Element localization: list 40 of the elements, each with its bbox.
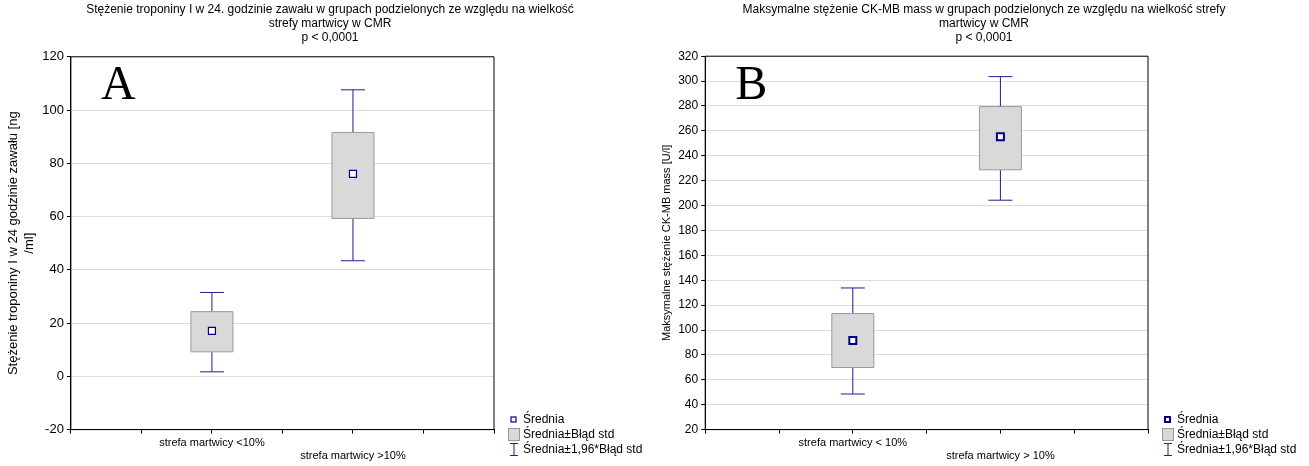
y-tick-label: 40 (684, 397, 699, 412)
text: Średnia±1,96*Błąd std (523, 442, 643, 457)
text: Średnia±Błąd std (1177, 427, 1269, 442)
y-axis-title: Stężenie troponiny I w 24 godzinie zawału [ng /ml] (5, 111, 36, 376)
y-tick-label: 180 (678, 222, 699, 237)
annotation: A (100, 56, 136, 110)
y-tick-label: 80 (684, 347, 699, 362)
text: Średnia (523, 412, 565, 426)
y-tick-label: 260 (678, 123, 699, 138)
text: Średnia±1,96*Błąd std (1177, 442, 1297, 457)
y-tick-label: 20 (684, 421, 699, 436)
chart-subtitle: p < 0,0001 (955, 30, 1013, 44)
y-tick-label: -20 (45, 421, 64, 437)
y-tick-label: 140 (678, 272, 699, 287)
y-tick-label: 220 (678, 172, 699, 187)
x-tick-label: strefa martwicy < 10% (798, 436, 908, 449)
y-axis-title: Maksymalne stężenie CK-MB mass [U/l] (659, 144, 672, 342)
y-tick-label: 60 (684, 372, 699, 387)
y-tick-label: 160 (678, 247, 699, 262)
x-tick-label: strefa martwicy > 10% (946, 449, 1055, 462)
y-tick-label: 20 (49, 314, 64, 330)
y-tick-label: 60 (49, 208, 64, 224)
y-tick-label: 120 (42, 48, 64, 64)
x-tick-label: strefa martwicy >10% (300, 449, 406, 462)
y-tick-label: 0 (56, 367, 64, 383)
text: Średnia±Błąd std (523, 427, 615, 442)
y-tick-label: 320 (678, 48, 699, 63)
y-tick-label: 100 (678, 322, 699, 337)
text: Średnia (1177, 412, 1219, 426)
y-tick-label: 240 (678, 148, 699, 163)
y-tick-label: 280 (678, 98, 699, 113)
chart-subtitle: p < 0,0001 (301, 30, 359, 44)
y-tick-label: 200 (678, 197, 699, 212)
y-tick-label: 100 (42, 101, 64, 117)
y-tick-label: 40 (49, 261, 64, 277)
y-tick-label: 120 (678, 297, 699, 312)
annotation: B (735, 55, 768, 109)
y-tick-label: 80 (49, 154, 64, 170)
y-tick-label: 300 (678, 73, 699, 88)
x-tick-label: strefa martwicy <10% (159, 436, 265, 449)
